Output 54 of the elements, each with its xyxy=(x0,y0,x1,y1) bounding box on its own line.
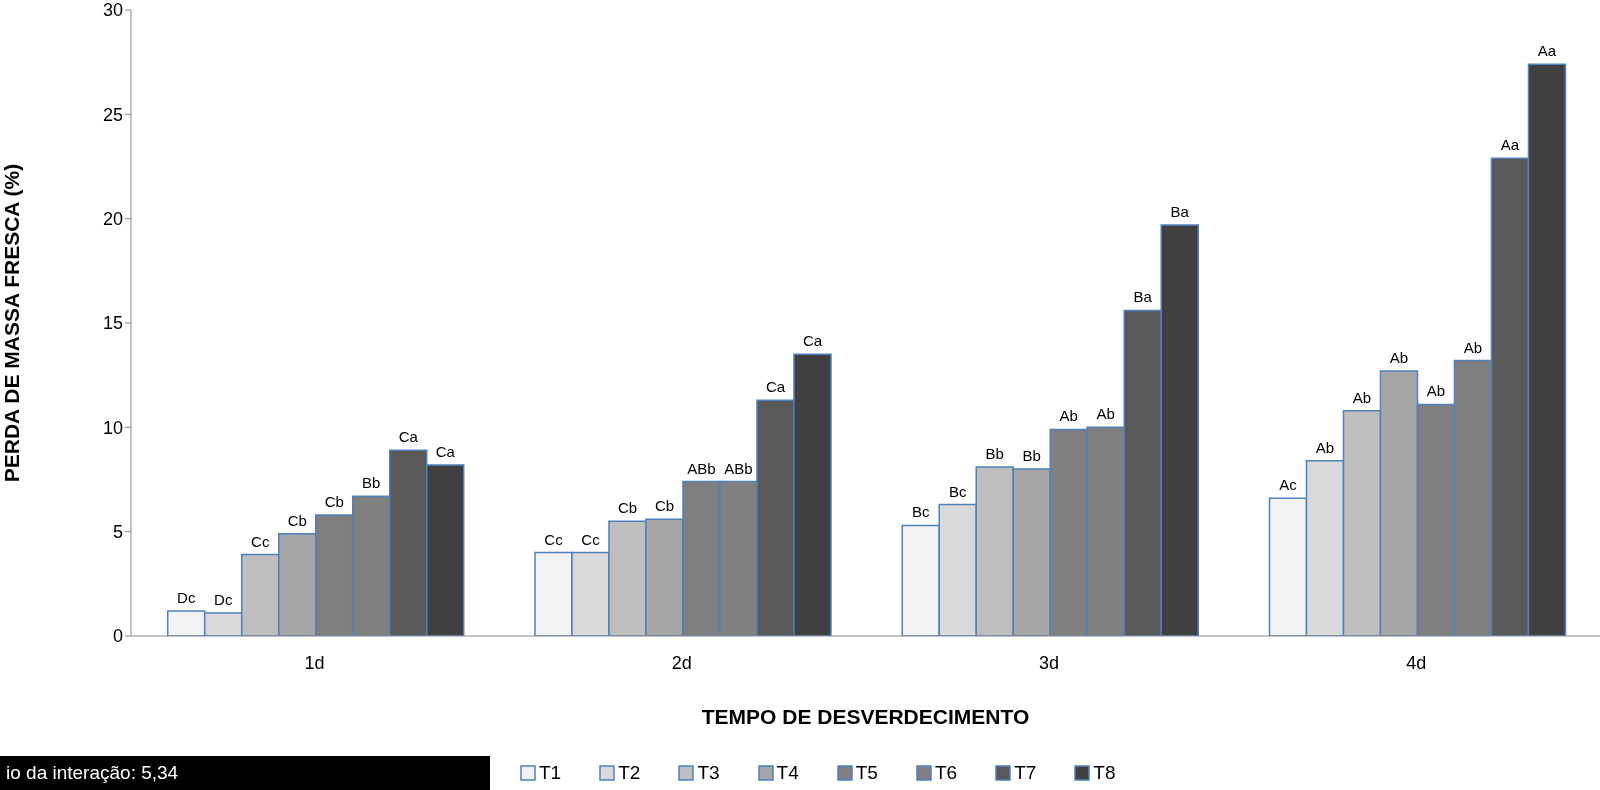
data-label: Cc xyxy=(251,532,270,550)
data-label: Cb xyxy=(654,497,675,515)
legend-label: T1 xyxy=(539,762,562,784)
x-tick-label: 2d xyxy=(671,652,692,673)
data-label: Bc xyxy=(911,503,930,521)
data-label: Aa xyxy=(1500,136,1520,154)
x-tick-label: 3d xyxy=(1039,652,1060,673)
data-label: Ca xyxy=(435,442,456,460)
data-label: Ba xyxy=(1133,288,1153,306)
y-tick-label: 5 xyxy=(112,522,123,543)
data-label: Ab xyxy=(1389,348,1409,366)
x-tick-label: 4d xyxy=(1406,652,1427,673)
data-label: Ca xyxy=(765,378,786,396)
legend-label: T4 xyxy=(776,762,799,784)
data-label: ABb xyxy=(724,459,753,477)
y-tick-label: 15 xyxy=(102,313,123,334)
data-label: ABb xyxy=(687,459,716,477)
data-label: Cc xyxy=(581,530,601,548)
y-tick-label: 20 xyxy=(102,209,123,230)
y-tick-label: 0 xyxy=(112,626,123,647)
x-tick-label: 1d xyxy=(304,652,325,673)
y-tick-label: 25 xyxy=(102,104,123,125)
data-label: Cb xyxy=(617,499,638,517)
data-label: Bb xyxy=(985,444,1004,462)
data-label: Cb xyxy=(324,492,344,510)
data-label: Dc xyxy=(177,588,196,606)
data-label: Bb xyxy=(1022,447,1041,465)
data-label: Dc xyxy=(214,591,233,609)
data-label: Ab xyxy=(1059,407,1078,425)
text: io da interação: 5,34 xyxy=(0,756,490,790)
data-label: Ca xyxy=(802,332,823,350)
data-label: Ab xyxy=(1352,388,1372,406)
legend-label: T6 xyxy=(934,762,958,784)
data-label: Aa xyxy=(1537,42,1557,60)
data-label: Bb xyxy=(362,474,381,492)
data-label: Ab xyxy=(1096,405,1115,423)
x-axis-title: TEMPO DE DESVERDECIMENTO xyxy=(701,705,1030,728)
legend-label: T3 xyxy=(697,762,720,784)
data-label: Ab xyxy=(1426,382,1446,400)
data-label: Ac xyxy=(1279,476,1298,494)
data-label: Ba xyxy=(1170,202,1190,220)
y-axis-title: PERDA DE MASSA FRESCA (%) xyxy=(0,163,24,483)
data-label: Ab xyxy=(1463,338,1483,356)
legend-label: T8 xyxy=(1093,762,1116,784)
data-label: Bc xyxy=(948,482,967,500)
data-label: Ab xyxy=(1315,438,1335,456)
data-label: Cb xyxy=(287,511,307,529)
y-tick-label: 10 xyxy=(102,417,123,438)
legend-label: T5 xyxy=(855,762,878,784)
data-label: Cc xyxy=(544,530,564,548)
legend-label: T7 xyxy=(1014,762,1037,784)
data-label: Ca xyxy=(398,428,419,446)
legend-label: T2 xyxy=(618,762,641,784)
y-tick-label: 30 xyxy=(102,0,123,21)
